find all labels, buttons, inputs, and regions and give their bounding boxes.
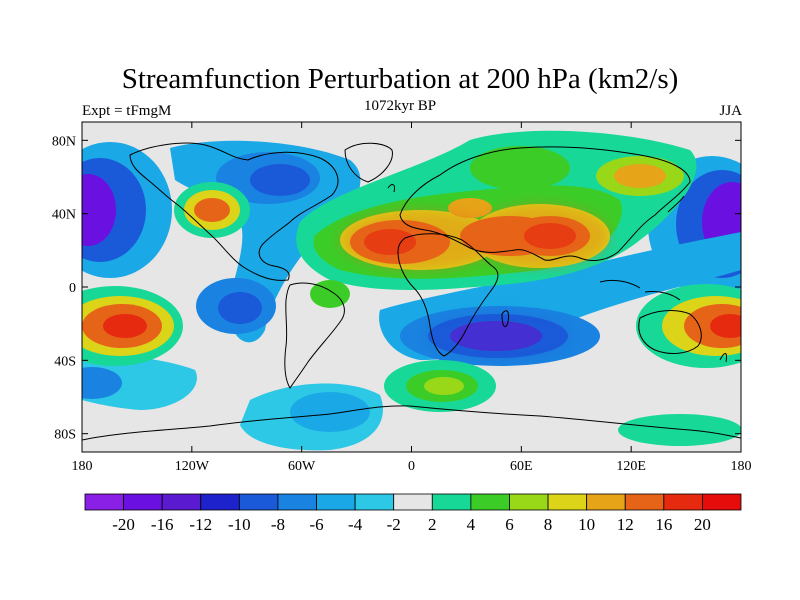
colorbar-swatch xyxy=(624,493,665,511)
coast-africa xyxy=(397,233,499,357)
colorbar-swatch xyxy=(702,493,742,511)
colorbar-swatch xyxy=(277,493,317,511)
colorbar-label: 4 xyxy=(467,515,476,534)
coast-greenland xyxy=(344,142,393,183)
colorbar-swatch xyxy=(470,493,510,511)
colorbar-label: -6 xyxy=(309,515,323,534)
positive-anomaly-tropical-atlantic xyxy=(310,280,350,308)
coast-uk xyxy=(387,184,395,193)
colorbar-swatch xyxy=(84,493,124,511)
lat-tick-label: 40N xyxy=(52,208,76,223)
colorbar-swatch xyxy=(509,493,549,511)
coast-new-zealand xyxy=(719,353,727,363)
coast-japan xyxy=(667,195,685,213)
negative-southern-ocean-central xyxy=(240,383,383,451)
lon-tick-label: 60E xyxy=(510,459,533,474)
colorbar-label: -2 xyxy=(387,515,401,534)
map-area xyxy=(82,122,741,452)
positive-ridge-north-america xyxy=(174,182,250,238)
positive-anomaly-south-pacific-west xyxy=(82,286,183,366)
lon-tick-label: 120W xyxy=(175,459,210,474)
colorbar-label: -12 xyxy=(189,515,212,534)
colorbar-swatch xyxy=(586,493,626,511)
figure-title: Streamfunction Perturbation at 200 hPa (… xyxy=(121,63,679,95)
colorbar-label: 20 xyxy=(694,515,711,534)
positive-anomaly-south-pacific-east xyxy=(636,284,741,368)
time-label: 1072kyr BP xyxy=(363,98,437,114)
lon-tick-label: 120E xyxy=(616,459,646,474)
colorbar-swatch xyxy=(123,493,163,511)
colorbar-swatch xyxy=(663,493,703,511)
colorbar-swatch xyxy=(431,493,472,511)
negative-anomaly-npacific-west xyxy=(82,142,172,278)
colorbar-label: 2 xyxy=(428,515,437,534)
season-label: JJA xyxy=(719,103,742,119)
colorbar-label: -16 xyxy=(151,515,174,534)
colorbar-swatch xyxy=(161,493,202,511)
colorbar-swatch xyxy=(316,493,356,511)
colorbar: -20 -16 -12 -10 -8 -6 -4 -2 2 4 6 8 10 12 16 20 xyxy=(84,493,742,534)
colorbar-label: -10 xyxy=(228,515,251,534)
coast-indonesia xyxy=(599,279,681,301)
colorbar-swatch xyxy=(354,493,395,511)
lon-tick-label: 0 xyxy=(408,459,415,474)
colorbar-label: 8 xyxy=(544,515,553,534)
lon-tick-label: 180 xyxy=(72,459,93,474)
positive-anomaly-southern-ocean xyxy=(384,360,496,412)
lat-tick-label: 80S xyxy=(54,428,76,443)
colorbar-label: 12 xyxy=(617,515,634,534)
negative-southern-ocean-west xyxy=(82,355,197,410)
lat-tick-label: 40S xyxy=(54,354,76,369)
colorbar-label: 10 xyxy=(578,515,595,534)
colorbar-label: -4 xyxy=(348,515,363,534)
coast-australia xyxy=(638,310,702,354)
coast-europe-asia xyxy=(399,146,691,261)
longitude-axis: 180 120W 60W 0 60E 120E 180 xyxy=(72,122,752,474)
coast-madagascar xyxy=(501,310,509,328)
colorbar-label: -8 xyxy=(271,515,285,534)
lat-tick-label: 0 xyxy=(69,281,76,296)
latitude-axis: 80N 40N 0 40S 80S xyxy=(52,134,741,443)
colorbar-label: 16 xyxy=(655,515,672,534)
field-smoothing xyxy=(340,204,610,358)
colorbar-swatch xyxy=(200,493,240,511)
colorbar-swatch xyxy=(393,493,433,511)
colorbar-label: 6 xyxy=(505,515,514,534)
streamfunction-fields xyxy=(82,130,741,451)
coastlines xyxy=(82,142,741,441)
lon-tick-label: 180 xyxy=(731,459,752,474)
coast-antarctica xyxy=(82,405,741,441)
coast-south-america xyxy=(284,282,345,389)
colorbar-label: -20 xyxy=(112,515,135,534)
lon-tick-label: 60W xyxy=(288,459,316,474)
experiment-label: Expt = tFmgM xyxy=(82,103,172,119)
colorbar-swatch xyxy=(547,493,588,511)
colorbar-swatch xyxy=(238,493,279,511)
coast-north-america xyxy=(129,142,339,281)
lat-tick-label: 80N xyxy=(52,134,76,149)
positive-anomaly-antarctic xyxy=(618,414,741,446)
